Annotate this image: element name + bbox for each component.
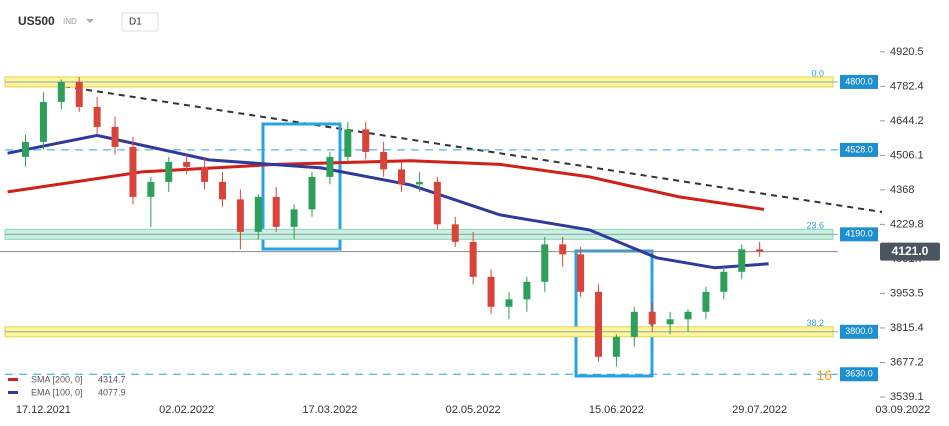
x-tick-label: 02.05.2022 [446, 404, 501, 416]
y-tick-label: 4506.1 [890, 149, 924, 161]
moving-average [7, 159, 765, 211]
x-tick-label: 03.09.2022 [875, 404, 930, 416]
fib-label: 23.6 [806, 221, 824, 231]
candle-body [451, 224, 459, 242]
plot: 4800.0 0.0 4528.0 4190.0 23.6 3800.0 38.2 3630.… [0, 46, 940, 416]
candle-body [433, 181, 441, 225]
candle-body [559, 244, 567, 255]
y-tick-label: 3953.5 [890, 287, 924, 299]
x-tick-label: 17.12.2021 [16, 404, 71, 416]
x-tick-label: 29.07.2022 [732, 404, 787, 416]
candle-body [505, 299, 513, 307]
level-label: 3800.0 [845, 326, 873, 336]
candle-body [612, 336, 620, 357]
candle-body [380, 151, 388, 170]
legend-name: SMA [200, 0] [31, 374, 83, 384]
level-label: 3630.0 [845, 369, 873, 379]
level-label: 4800.0 [845, 76, 873, 86]
candle-body [308, 176, 316, 210]
candle-body [666, 319, 674, 325]
highlight-box [261, 122, 342, 251]
candle-body [183, 161, 191, 167]
candle-body [201, 166, 209, 182]
y-tick-label: 4782.4 [890, 80, 924, 92]
symbol: US500 [18, 14, 55, 28]
y-tick-label: 3815.4 [890, 322, 924, 334]
y-tick-label: 3539.1 [890, 391, 924, 403]
candle-body [326, 156, 334, 177]
candle-body [738, 249, 746, 272]
y-tick-label: 4229.8 [890, 218, 924, 230]
candle-body [75, 81, 83, 107]
level-tag [840, 227, 878, 242]
candle-body [147, 181, 155, 197]
candle-body [487, 276, 495, 307]
symbol-type[interactable]: IND [63, 17, 77, 26]
candle-body [541, 244, 549, 282]
candle-body [344, 129, 352, 157]
candle-body [756, 249, 764, 252]
level-tag [840, 367, 878, 382]
candle-body [254, 196, 262, 232]
fib-label: 0.0 [811, 68, 824, 78]
trend-line [9, 77, 883, 213]
candle-body [165, 161, 173, 182]
current-price-label: 4121.0 [892, 244, 929, 258]
candle-body [594, 291, 602, 357]
candle-body [129, 146, 137, 197]
candle-body [22, 141, 30, 157]
candle-body [398, 169, 406, 185]
interval-box[interactable] [121, 12, 159, 32]
candle-body [272, 196, 280, 227]
fib-label: 38.2 [806, 318, 824, 328]
y-tick-label: 3677.2 [890, 356, 924, 368]
legend-swatch [8, 378, 18, 381]
fib-label: 16 [816, 367, 832, 383]
dropdown-icon[interactable] [86, 19, 94, 23]
y-tick-label: 4920.5 [890, 46, 924, 58]
x-tick-label: 15.06.2022 [589, 404, 644, 416]
candle-body [218, 181, 226, 200]
level-label: 4528.0 [845, 144, 873, 154]
legend-value: 4077.9 [98, 387, 126, 397]
level-label: 4190.0 [845, 229, 873, 239]
candle-body [469, 241, 477, 277]
interval[interactable]: D1 [129, 17, 142, 28]
candle-body [57, 81, 65, 102]
candle-body [415, 181, 423, 185]
legend-value: 4314.7 [98, 374, 126, 384]
legend-swatch [8, 391, 18, 394]
y-tick-label: 4644.2 [890, 115, 924, 127]
candle-body [290, 209, 298, 227]
level-tag [840, 142, 878, 157]
y-tick-label: 4368 [890, 184, 914, 196]
candle-body [93, 106, 101, 127]
level-tag [840, 324, 878, 339]
moving-average [7, 133, 769, 270]
candle-body [39, 101, 47, 142]
current-price-tag [880, 242, 940, 261]
candle-body [362, 129, 370, 152]
level-tag [840, 74, 878, 89]
candle-body [720, 271, 728, 292]
x-tick-label: 17.03.2022 [302, 404, 357, 416]
candle-body [648, 311, 656, 325]
candle-body [523, 281, 531, 300]
candle-body [111, 126, 119, 147]
legend-name: EMA [100, 0] [31, 387, 83, 397]
candle-body [577, 254, 585, 292]
candle-body [236, 199, 244, 232]
candle-body [684, 311, 692, 320]
x-tick-label: 02.02.2022 [159, 404, 214, 416]
candle-body [702, 291, 710, 312]
candle-body [630, 311, 638, 337]
